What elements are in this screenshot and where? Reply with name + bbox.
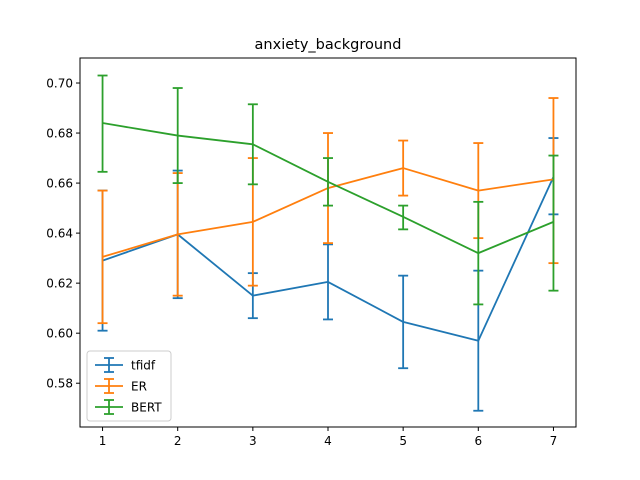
axes: 1 2 3 4 5 6 7 0.58 0.60 0.62 0.64 0.66 0.68 0.70 bbox=[46, 57, 577, 448]
legend-entry-tfidf: tfidf bbox=[95, 357, 156, 373]
legend-label-BERT: BERT bbox=[131, 401, 162, 415]
x-tick-label-3: 3 bbox=[249, 434, 257, 448]
series-BERT bbox=[97, 74, 559, 306]
x-tick-label-2: 2 bbox=[174, 434, 182, 448]
x-tick-label-1: 1 bbox=[99, 434, 107, 448]
legend-entry-BERT: BERT bbox=[95, 399, 162, 415]
y-tick-label-0.66: 0.66 bbox=[46, 177, 73, 191]
series-line-BERT bbox=[102, 122, 554, 255]
legend-box bbox=[86, 350, 172, 422]
legend-entry-ER: ER bbox=[95, 378, 147, 394]
x-tick-label-4: 4 bbox=[324, 434, 332, 448]
x-tick-label-7: 7 bbox=[550, 434, 558, 448]
legend-label-tfidf: tfidf bbox=[131, 359, 156, 373]
y-tick-label-0.62: 0.62 bbox=[46, 277, 73, 291]
legend-label-ER: ER bbox=[131, 380, 147, 394]
y-tick-label-0.68: 0.68 bbox=[46, 127, 73, 141]
y-tick-label-0.58: 0.58 bbox=[46, 377, 73, 391]
y-tick-label-0.60: 0.60 bbox=[46, 327, 73, 341]
x-tick-label-5: 5 bbox=[399, 434, 407, 448]
legend: tfidf ER BERT bbox=[86, 350, 172, 422]
x-tick-label-6: 6 bbox=[474, 434, 482, 448]
chart-title: anxiety_background bbox=[255, 37, 402, 53]
y-tick-label-0.70: 0.70 bbox=[46, 77, 73, 91]
y-tick-label-0.64: 0.64 bbox=[46, 227, 73, 241]
plot-area bbox=[97, 74, 559, 412]
